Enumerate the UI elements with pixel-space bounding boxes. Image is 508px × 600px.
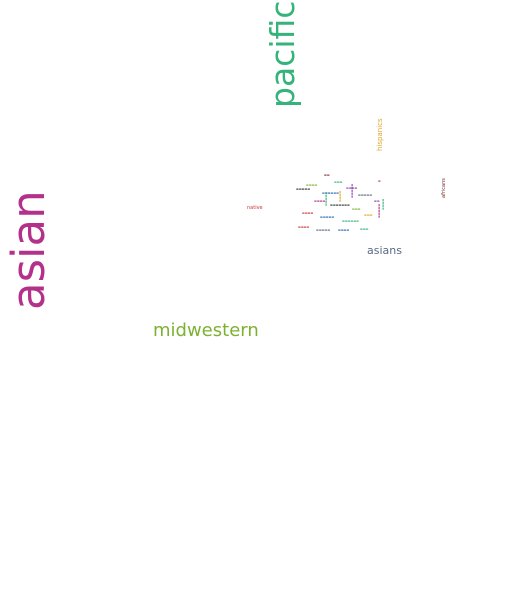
cluster-word: ▬▬▬▬▬	[316, 228, 331, 232]
cluster-word: ▬▬▬▬	[381, 198, 385, 210]
cluster-word: ▬▬▬▬▬	[320, 215, 335, 219]
cluster-word: ▬▬▬▬	[302, 211, 314, 215]
cluster-word: ▬▬▬	[334, 180, 343, 184]
cluster-word: ▬▬▬▬▬	[358, 193, 373, 197]
cluster-word: ▬▬▬▬▬	[350, 183, 354, 198]
cluster-word: ▬▬▬▬	[298, 225, 310, 229]
cluster-word: ▬▬▬▬▬▬▬	[330, 203, 350, 207]
word-native: native	[247, 205, 263, 211]
cluster-word: ▬▬▬	[364, 213, 373, 217]
cluster-word: ▬▬▬▬▬	[324, 191, 328, 206]
cluster-word: ▬▬▬▬	[314, 199, 326, 203]
cluster-word: ▬▬▬▬▬▬	[342, 219, 360, 223]
cluster-word: ▬▬▬	[352, 207, 361, 211]
cluster-word: ▬▬▬▬	[338, 228, 350, 232]
word-africans: africans	[441, 178, 447, 198]
cluster-word: ▬▬▬▬	[306, 183, 318, 187]
word-asians: asians	[367, 244, 402, 257]
small-word-cluster: ▬▬▬▬▬ ▬▬▬▬ ▬▬▬▬▬▬ ▬▬▬ ▬▬▬▬ ▬▬▬▬▬ ▬▬▬▬ ▬▬…	[294, 172, 390, 234]
word-pacific: pacific	[263, 0, 302, 108]
cluster-word: ▬	[378, 179, 381, 183]
cluster-word: ▬▬▬▬	[338, 190, 342, 202]
word-asian: asian	[2, 190, 55, 310]
cluster-word: ▬▬▬	[360, 227, 369, 231]
word-midwestern: midwestern	[153, 320, 259, 341]
cluster-word: ▬▬	[374, 199, 380, 203]
cluster-word: ▬▬▬▬▬	[296, 187, 311, 191]
cluster-word: ▬▬	[324, 173, 330, 177]
cluster-word: ▬▬▬▬▬▬	[322, 191, 340, 195]
word-hispanics: hispanics	[376, 118, 384, 151]
cluster-word: ▬▬▬▬	[346, 186, 358, 190]
